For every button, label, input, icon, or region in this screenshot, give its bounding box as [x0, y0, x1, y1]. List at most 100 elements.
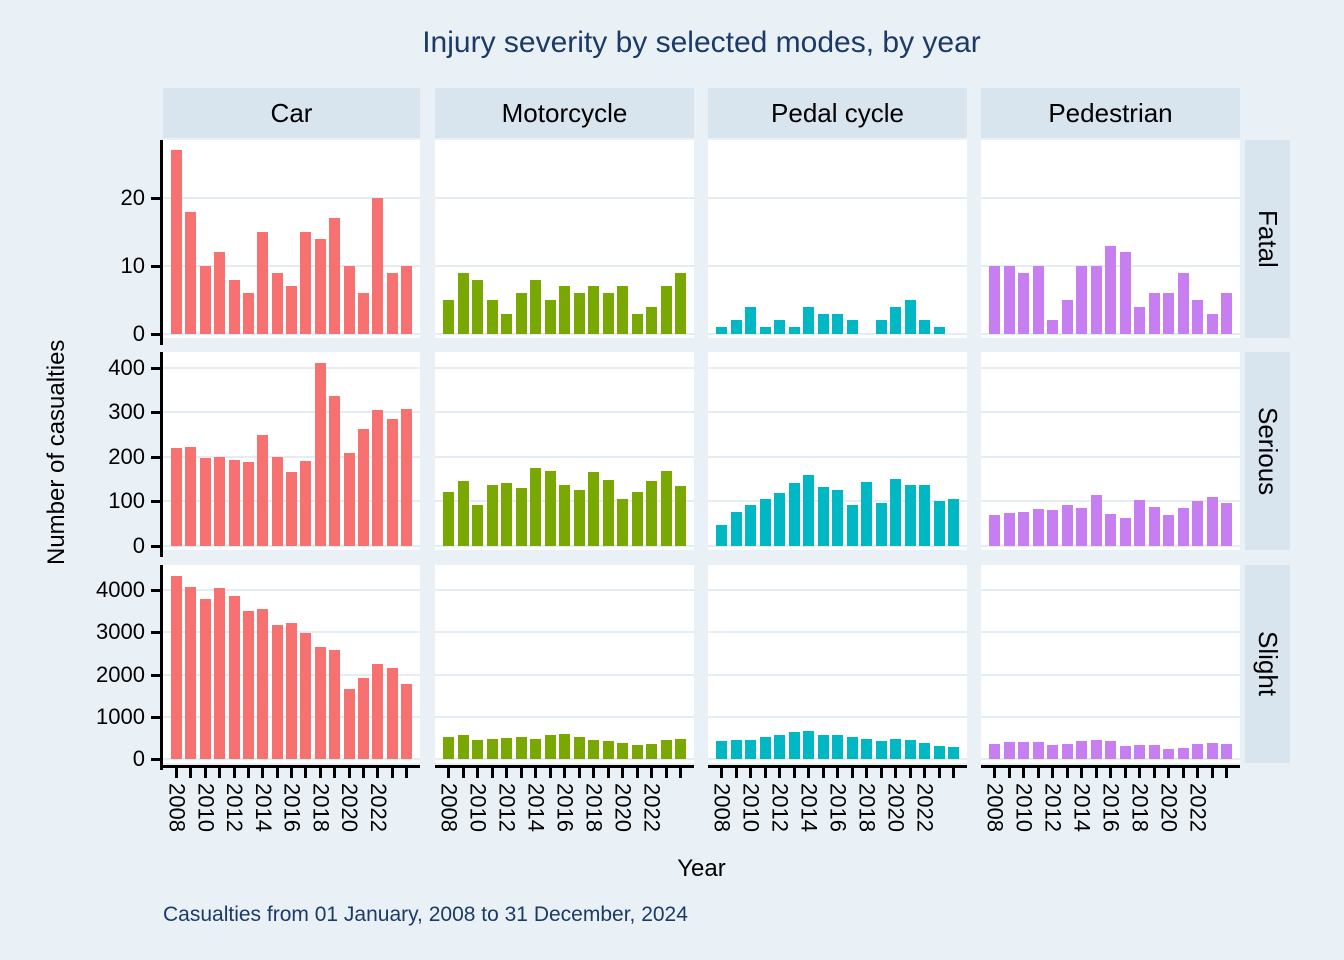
bar-pedal-cycle-serious-2010	[745, 505, 756, 546]
bar-pedestrian-slight-2024	[1221, 743, 1232, 759]
bar-pedal-cycle-serious-2009	[730, 511, 742, 546]
bar-motorcycle-serious-2021	[631, 492, 643, 546]
bar-car-fatal-2018	[314, 238, 326, 334]
y-tick-label: 300	[108, 399, 145, 425]
gridline	[435, 631, 694, 634]
bar-pedal-cycle-fatal-2010	[745, 306, 756, 334]
bar-motorcycle-serious-2014	[530, 468, 541, 546]
x-tick-slot: 2014	[1070, 768, 1095, 832]
gridline	[435, 333, 694, 335]
x-tick-mark	[1109, 768, 1112, 778]
x-tick-label: 2012	[222, 783, 247, 832]
x-tick-label: 2012	[1040, 783, 1066, 832]
x-tick-slot: 2012	[768, 768, 793, 832]
x-tick-label: 2010	[738, 783, 764, 832]
x-tick-slots: 2008 2010 2012 2014 2016 2018 2020 2022	[435, 768, 694, 832]
bar-car-serious-2008	[171, 447, 182, 546]
x-tick-slot: 2010	[739, 768, 764, 832]
bar-pedestrian-slight-2008	[989, 743, 1000, 759]
x-tick-slot: 2022	[1186, 768, 1211, 832]
bars-fatal-pedestrian	[981, 140, 1240, 334]
x-tick-slot	[185, 768, 196, 778]
gridline	[981, 589, 1240, 592]
bar-car-slight-2011	[214, 588, 226, 759]
x-tick-mark	[519, 768, 523, 778]
x-tick-mark	[476, 768, 479, 778]
bar-pedestrian-slight-2009	[1003, 742, 1015, 759]
gridline	[163, 758, 420, 760]
bar-car-fatal-2008	[171, 150, 182, 334]
gridline	[981, 455, 1240, 458]
y-tick-mark	[151, 500, 160, 504]
bar-pedal-cycle-fatal-2011	[759, 327, 771, 334]
x-tick-slot: 2022	[913, 768, 938, 832]
bar-pedal-cycle-fatal-2020	[890, 306, 901, 334]
bar-car-fatal-2010	[199, 265, 211, 334]
x-axis-pedal-cycle: 2008 2010 2012 2014 2016 2018 2020 2022	[708, 765, 967, 875]
bars-serious-pedestrian	[981, 352, 1240, 546]
bar-motorcycle-serious-2010	[472, 505, 483, 546]
y-tick-label: 1000	[96, 703, 145, 729]
panel-serious-motorcycle	[435, 352, 694, 550]
x-tick-mark	[548, 768, 552, 778]
bar-pedal-cycle-slight-2023	[933, 745, 945, 759]
bar-pedestrian-slight-2020	[1163, 749, 1174, 759]
gridline	[435, 455, 694, 458]
gridline	[708, 673, 967, 676]
bar-pedal-cycle-serious-2011	[759, 498, 771, 546]
x-tick-slot: 2020	[884, 768, 909, 832]
x-tick-slot	[818, 768, 829, 778]
x-tick-label: 2016	[1098, 783, 1124, 832]
bar-car-serious-2016	[286, 472, 297, 546]
bar-pedestrian-slight-2011	[1032, 741, 1044, 759]
bar-car-fatal-2016	[286, 286, 297, 334]
y-tick-mark	[151, 366, 160, 370]
bar-pedestrian-fatal-2023	[1206, 313, 1218, 334]
x-tick-slot	[300, 768, 311, 778]
x-tick-mark	[318, 768, 322, 778]
x-tick-mark	[621, 768, 624, 778]
bar-pedestrian-serious-2009	[1003, 512, 1015, 546]
bars-slight-motorcycle	[435, 565, 694, 759]
gridline	[981, 333, 1240, 335]
bar-pedal-cycle-serious-2019	[875, 502, 887, 546]
bar-pedestrian-slight-2018	[1134, 744, 1145, 759]
y-tick-label: 200	[108, 443, 145, 469]
x-tick-slot: 2016	[826, 768, 851, 832]
y-tick-label: 10	[120, 252, 145, 278]
x-tick-mark	[836, 768, 839, 778]
x-tick-slot: 2012	[222, 768, 247, 832]
panel-serious-pedestrian	[981, 352, 1240, 550]
x-tick-label: 2008	[436, 783, 462, 832]
x-tick-mark	[1167, 768, 1170, 778]
x-tick-mark	[563, 768, 566, 778]
x-tick-slot	[603, 768, 614, 778]
x-tick-slots: 2008 2010 2012 2014 2016 2018 2020 2022	[708, 768, 967, 832]
x-tick-label: 2022	[1185, 783, 1211, 832]
bar-motorcycle-slight-2024	[675, 738, 686, 759]
x-tick-slot: 2020	[337, 768, 362, 832]
x-tick-label: 2020	[337, 783, 362, 832]
facet-row-label-fatal: Fatal	[1245, 140, 1290, 338]
gridline	[163, 264, 420, 267]
x-tick-mark	[763, 768, 767, 778]
x-tick-label: 2018	[308, 783, 334, 832]
x-tick-mark	[1123, 768, 1127, 778]
bar-car-fatal-2013	[242, 293, 254, 334]
x-tick-slot	[545, 768, 556, 778]
bar-pedestrian-serious-2023	[1206, 496, 1218, 546]
bar-pedestrian-slight-2010	[1018, 741, 1029, 759]
y-tick-mark	[151, 264, 160, 268]
x-tick-slot	[905, 768, 916, 778]
gridline	[435, 264, 694, 267]
bar-pedestrian-serious-2013	[1061, 505, 1073, 546]
panel-slight-motorcycle	[435, 565, 694, 763]
bar-pedestrian-slight-2022	[1192, 744, 1203, 759]
x-tick-label: 2020	[610, 783, 636, 832]
bar-pedestrian-serious-2016	[1105, 513, 1116, 546]
x-tick-slot	[1178, 768, 1189, 778]
bar-motorcycle-serious-2016	[559, 485, 570, 546]
gridline	[163, 366, 420, 369]
x-tick-mark	[390, 768, 394, 778]
x-tick-mark	[1007, 768, 1011, 778]
